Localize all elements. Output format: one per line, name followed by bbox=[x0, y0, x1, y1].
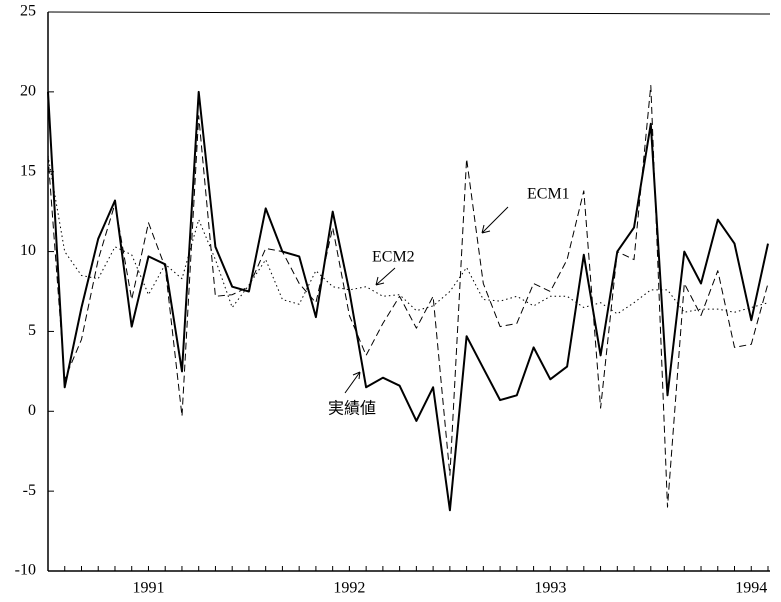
x-tick-label: 1991 bbox=[132, 580, 164, 597]
y-tick-label: 20 bbox=[20, 83, 36, 100]
y-tick-label: -10 bbox=[15, 562, 36, 579]
y-tick-label: 15 bbox=[20, 162, 36, 179]
annotation-arrow bbox=[481, 206, 509, 234]
series-line bbox=[47, 85, 769, 508]
annotation-arrow bbox=[375, 267, 396, 286]
x-tick-label: 1992 bbox=[333, 580, 365, 597]
y-tick-label: -5 bbox=[23, 482, 36, 499]
series-line bbox=[47, 90, 769, 512]
annotation: ECM1 bbox=[527, 186, 570, 203]
y-tick-label: 5 bbox=[28, 322, 36, 339]
y-tick-label: 10 bbox=[20, 242, 36, 259]
y-tick-label: 0 bbox=[28, 402, 36, 419]
annotation: 実績値 bbox=[328, 400, 376, 418]
annotation: ECM2 bbox=[372, 249, 415, 266]
series-line bbox=[47, 155, 769, 315]
x-tick-label: 1994 bbox=[735, 580, 767, 597]
annotation-arrow bbox=[344, 371, 361, 394]
frame-top bbox=[47, 11, 771, 15]
x-tick-label: 1993 bbox=[534, 580, 566, 597]
y-tick-label: 25 bbox=[20, 3, 36, 20]
